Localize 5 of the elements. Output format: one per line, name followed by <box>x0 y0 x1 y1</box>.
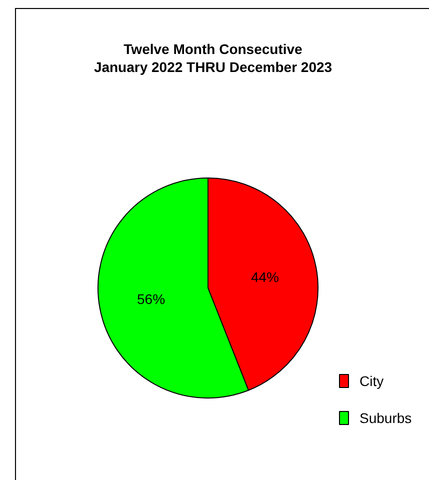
legend-label: Suburbs <box>360 410 412 426</box>
chart-title: Twelve Month Consecutive January 2022 THRU December 2023 <box>94 41 332 75</box>
data-label: 44% <box>250 269 279 286</box>
legend-label: City <box>360 373 384 389</box>
data-label: 56% <box>137 290 166 307</box>
